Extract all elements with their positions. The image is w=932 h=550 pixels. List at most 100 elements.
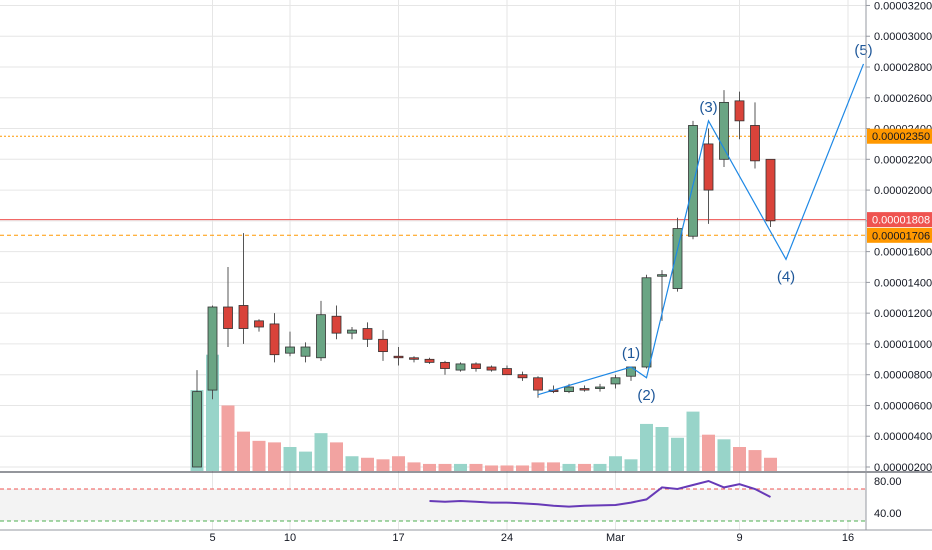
wave-label: (3)	[699, 99, 717, 116]
volume-bar	[686, 411, 700, 471]
volume-bar	[609, 456, 622, 471]
volume-bar	[531, 462, 545, 471]
volume-bar	[438, 463, 452, 471]
candle-body	[471, 363, 481, 369]
candle-body	[223, 306, 233, 329]
time-tick-label: Mar	[606, 532, 625, 544]
candle-body	[455, 363, 466, 371]
volume-bar	[392, 456, 405, 471]
wave-label: (2)	[637, 387, 655, 404]
price-tick-label: 0.00002000	[874, 185, 932, 197]
candle-body	[192, 391, 202, 468]
candle-body	[331, 315, 342, 334]
candle-body	[207, 306, 218, 391]
candle-body	[238, 305, 249, 329]
oscillator-line	[429, 479, 771, 508]
candle-body	[347, 329, 357, 334]
elliott-wave-drawing[interactable]: (1) (2) (3) (4) (5)	[537, 42, 873, 404]
time-tick-label: 5	[209, 532, 215, 544]
volume-bar	[268, 442, 281, 471]
price-tag	[867, 227, 932, 243]
oscillator-band	[0, 489, 866, 521]
volume-bar	[252, 440, 266, 471]
price-tick-label: 0.00000600	[874, 400, 932, 412]
volume-bar	[748, 450, 762, 471]
volume-bar	[702, 434, 715, 471]
volume-bar	[547, 462, 560, 471]
oscillator-tick-label: 80.00	[874, 476, 902, 488]
candle-body	[486, 366, 497, 371]
oscillator-tick-label: 40.00	[874, 508, 902, 520]
volume-bar	[454, 463, 467, 471]
volume-bar	[516, 465, 529, 471]
volume-bar	[376, 459, 390, 471]
volume-bar	[624, 459, 638, 471]
volume-bar	[469, 463, 483, 471]
volume-bar	[314, 433, 328, 471]
volume-bar	[283, 447, 297, 471]
candle-body	[564, 386, 574, 393]
volume-bar	[655, 427, 669, 471]
volume-bar	[640, 423, 653, 471]
price-tag	[867, 212, 932, 228]
price-tick-label: 0.00001400	[874, 277, 932, 289]
candle-body	[734, 100, 745, 122]
grid	[0, 0, 866, 530]
volume-bar	[593, 463, 607, 471]
candle-body	[300, 346, 311, 357]
price-tag-label: 0.00001706	[872, 230, 930, 242]
candle-body	[688, 125, 698, 237]
wave-label: (4)	[777, 268, 795, 285]
candle-body	[641, 277, 652, 368]
price-tick-label: 0.00000400	[874, 431, 932, 443]
candle-body	[269, 323, 280, 356]
elliott-wave-line[interactable]	[537, 63, 865, 396]
volume-bar	[733, 447, 746, 471]
price-tick-label: 0.00003200	[874, 0, 932, 12]
price-tick-label: 0.00001200	[874, 308, 932, 320]
candle-body	[719, 101, 729, 160]
wave-label: (1)	[622, 345, 640, 362]
price-tick-label: 0.00003000	[874, 31, 932, 43]
candle-body	[424, 358, 435, 363]
volume-bar	[764, 457, 777, 471]
candle-body	[765, 158, 776, 222]
candle-body	[316, 314, 326, 359]
volume-bar	[330, 442, 343, 471]
volume-bar	[562, 463, 576, 471]
price-tick-label: 0.00002200	[874, 154, 932, 166]
candle-body	[285, 346, 295, 354]
candle-body	[750, 125, 760, 162]
volume-bar	[485, 465, 498, 471]
candle-body	[362, 328, 373, 340]
volume-bar	[717, 439, 731, 471]
price-tick-label: 0.00001600	[874, 247, 932, 259]
candle-body	[378, 338, 388, 353]
price-tick-label: 0.00002600	[874, 93, 932, 105]
volume-bar	[221, 405, 235, 471]
candle-body	[579, 388, 590, 391]
volume-bar	[345, 456, 359, 471]
candle-body	[672, 228, 683, 289]
candle-body	[517, 374, 528, 379]
volume-bar	[361, 457, 374, 471]
oscillator-pane	[0, 471, 932, 522]
volume-bar	[237, 431, 250, 471]
price-tag	[867, 128, 932, 144]
time-tick-label: 17	[392, 532, 404, 544]
candle-body	[254, 320, 264, 328]
time-tick-label: 10	[284, 532, 296, 544]
candle-body	[409, 357, 419, 360]
time-tick-label: 24	[501, 532, 513, 544]
price-tick-label: 0.00000800	[874, 370, 932, 382]
candle-body	[533, 377, 543, 391]
price-tag-label: 0.00002350	[872, 131, 930, 143]
time-tick-label: 16	[842, 532, 854, 544]
candle-body	[440, 361, 450, 369]
volume-bar	[578, 463, 591, 471]
volume-bar	[500, 465, 514, 471]
volume-bar	[671, 437, 684, 471]
